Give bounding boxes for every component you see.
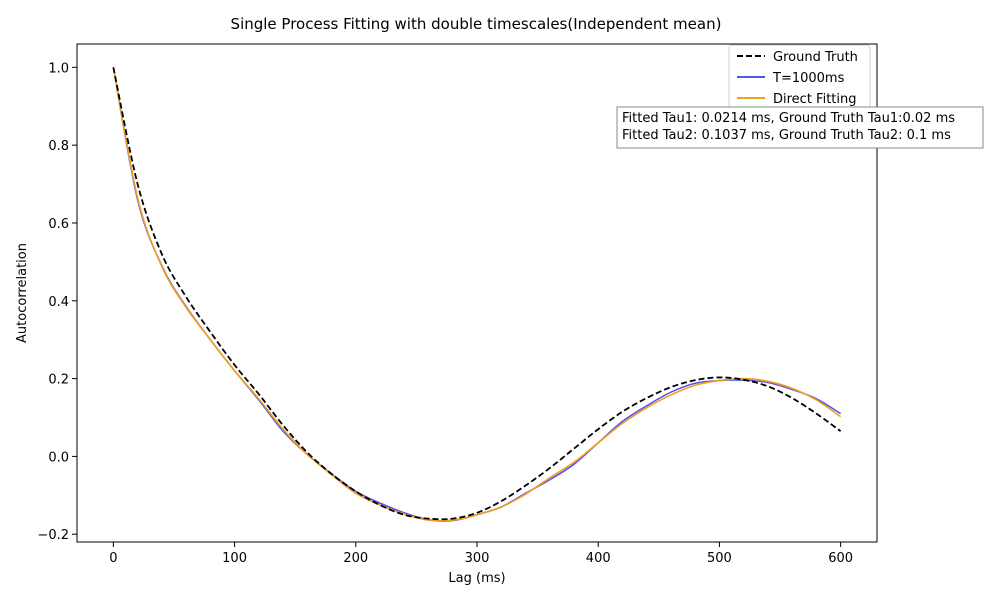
x-tick-label: 300 (465, 551, 490, 566)
x-tick-label: 500 (707, 551, 732, 566)
x-tick-label: 400 (586, 551, 611, 566)
annotation-box: Fitted Tau1: 0.0214 ms, Ground Truth Tau… (616, 106, 984, 149)
y-tick-label: 0.4 (48, 295, 69, 310)
y-tick-label: 0.0 (48, 450, 69, 465)
x-tick-label: 600 (828, 551, 853, 566)
chart-title: Single Process Fitting with double times… (231, 15, 722, 33)
y-axis-label: Autocorrelation (15, 243, 30, 343)
x-tick-label: 100 (222, 551, 247, 566)
series-line-ground-truth (112, 67, 842, 521)
x-axis-label: Lag (ms) (448, 571, 505, 586)
annotation-line-1: Fitted Tau1: 0.0214 ms, Ground Truth Tau… (622, 111, 955, 126)
y-axis: −0.2 0.0 0.2 0.4 0.6 0.8 1.0 (37, 61, 77, 543)
legend: Ground Truth T=1000ms Direct Fitting (728, 44, 871, 112)
legend-label-direct-fitting: Direct Fitting (773, 92, 857, 107)
x-axis: 0 100 200 300 400 500 600 (109, 542, 853, 566)
y-tick-label: 0.2 (48, 373, 69, 388)
y-tick-label: 1.0 (48, 61, 69, 76)
series-line-direct-fitting (112, 67, 842, 522)
lines-layer (112, 67, 842, 522)
legend-label-t1000: T=1000ms (772, 71, 845, 86)
legend-label-ground-truth: Ground Truth (773, 50, 858, 65)
x-tick-label: 200 (343, 551, 368, 566)
annotation-line-2: Fitted Tau2: 0.1037 ms, Ground Truth Tau… (622, 128, 951, 143)
y-tick-label: −0.2 (37, 528, 69, 543)
y-tick-label: 0.6 (48, 217, 69, 232)
y-tick-label: 0.8 (48, 139, 69, 154)
x-tick-label: 0 (109, 551, 117, 566)
annotation-frame (616, 106, 984, 149)
